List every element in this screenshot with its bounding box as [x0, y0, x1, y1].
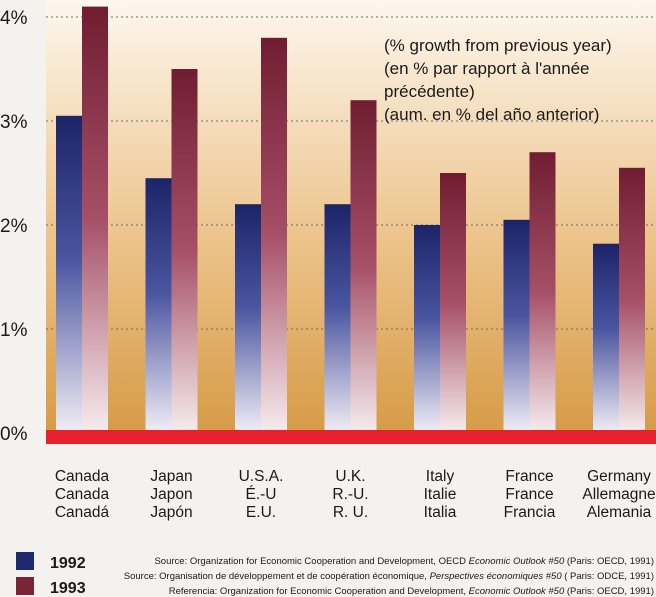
x-tick-label: Canada	[55, 468, 110, 485]
y-axis: 0% 1% 2% 3% 4%	[0, 8, 28, 445]
x-tick-label: Italy	[426, 468, 455, 485]
x-tick-label: E.U.	[246, 504, 276, 521]
legend-label-1993: 1993	[50, 580, 86, 597]
bar-1992-3	[324, 204, 351, 433]
bar-1992-5	[503, 219, 530, 433]
y-tick-label: 4%	[0, 8, 28, 29]
x-tick-label: Allemagne	[582, 486, 655, 503]
annotation-line: (aum. en % del año anterior)	[384, 105, 599, 124]
bar-1993-1	[171, 69, 198, 433]
y-tick-label: 2%	[0, 216, 28, 237]
y-tick-label: 1%	[0, 320, 28, 341]
bar-1993-2	[261, 37, 287, 434]
bar-1992-0	[56, 115, 82, 434]
y-tick-label: 0%	[0, 424, 28, 445]
legend: 1992 1993	[16, 552, 86, 597]
annotation-line: précédente)	[384, 82, 475, 101]
x-tick-label: R. U.	[333, 504, 368, 521]
x-tick-label: Germany	[587, 468, 651, 485]
x-tick-label: U.S.A.	[239, 468, 284, 485]
legend-swatch-1992	[16, 552, 34, 570]
source-line: Source: Organisation de développement et…	[124, 571, 654, 582]
bar-1993-5	[529, 152, 556, 433]
bar-1993-3	[350, 100, 377, 433]
x-tick-label: U.K.	[335, 468, 365, 485]
x-tick-label: Italia	[424, 504, 457, 521]
x-tick-label: R.-U.	[332, 486, 368, 503]
bar-1993-6	[619, 167, 645, 434]
bars	[56, 6, 645, 434]
legend-label-1992: 1992	[50, 555, 86, 572]
x-tick-label: É.-U	[246, 486, 277, 503]
x-tick-label: Francia	[504, 504, 556, 521]
bar-1992-6	[593, 243, 619, 433]
bar-1993-4	[440, 173, 466, 433]
legend-swatch-1993	[16, 577, 34, 595]
baseline-bar	[46, 430, 656, 444]
bar-1992-4	[414, 225, 440, 433]
source-notes: Source: Organization for Economic Cooper…	[124, 556, 654, 597]
annotation: (% growth from previous year) (en % par …	[384, 36, 612, 124]
bar-1992-2	[235, 204, 261, 433]
annotation-line: (% growth from previous year)	[384, 36, 612, 55]
x-tick-label: Canadá	[55, 504, 110, 521]
x-tick-label: Alemania	[587, 504, 652, 521]
x-tick-label: Canada	[55, 486, 110, 503]
x-tick-label: France	[505, 468, 553, 485]
x-tick-label: Italie	[424, 486, 457, 503]
x-tick-label: Japon	[150, 486, 192, 503]
source-line: Referencia: Organization for Economic Co…	[169, 586, 654, 597]
bar-1993-0	[82, 6, 108, 433]
annotation-line: (en % par rapport à l'année	[384, 59, 590, 78]
x-tick-label: France	[505, 486, 553, 503]
source-line: Source: Organization for Economic Cooper…	[154, 556, 654, 567]
x-tick-label: Japón	[150, 504, 192, 521]
x-axis-labels: CanadaCanadaCanadáJapanJaponJapónU.S.A.É…	[55, 468, 656, 521]
bar-1992-1	[145, 178, 172, 433]
x-tick-label: Japan	[150, 468, 192, 485]
y-tick-label: 3%	[0, 112, 28, 133]
